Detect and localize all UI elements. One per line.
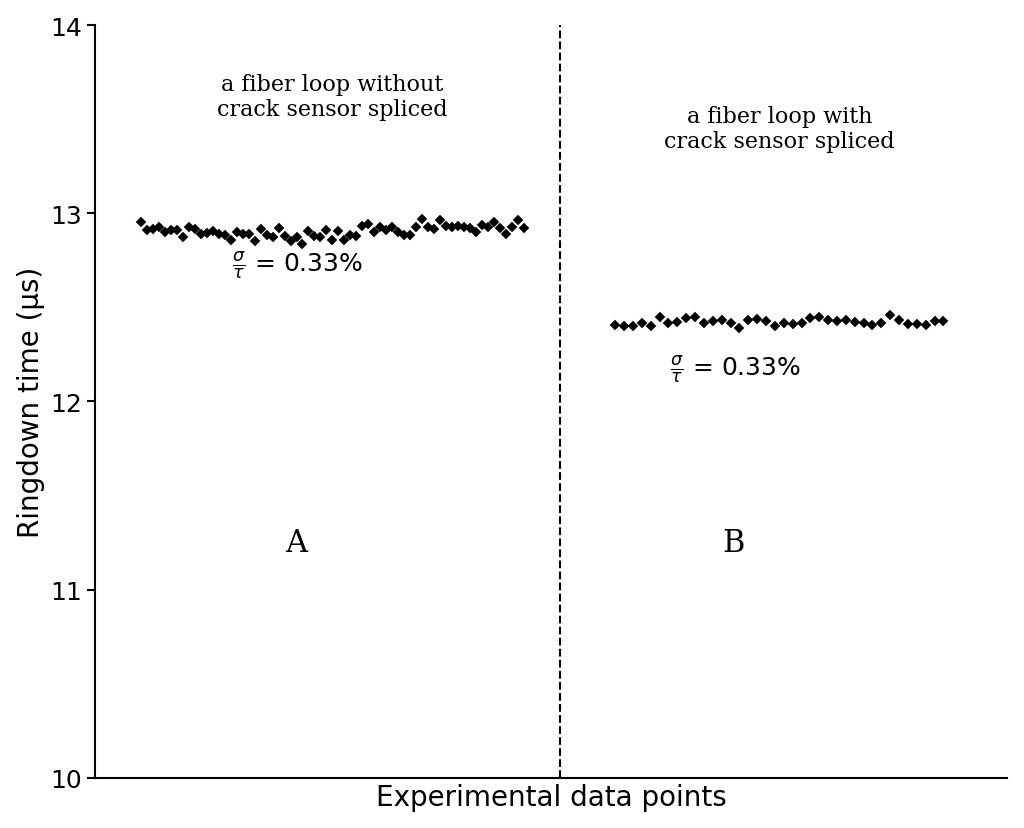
X-axis label: Experimental data points: Experimental data points <box>376 783 727 811</box>
Text: $\frac{\sigma}{\tau}$ = 0.33%: $\frac{\sigma}{\tau}$ = 0.33% <box>670 352 801 384</box>
Text: A: A <box>285 527 307 558</box>
Text: a fiber loop with
crack sensor spliced: a fiber loop with crack sensor spliced <box>664 106 895 153</box>
Text: $\frac{\sigma}{\tau}$ = 0.33%: $\frac{\sigma}{\tau}$ = 0.33% <box>232 249 364 281</box>
Text: a fiber loop without
crack sensor spliced: a fiber loop without crack sensor splice… <box>217 74 447 121</box>
Text: B: B <box>723 527 744 558</box>
Y-axis label: Ringdown time (μs): Ringdown time (μs) <box>16 267 45 537</box>
